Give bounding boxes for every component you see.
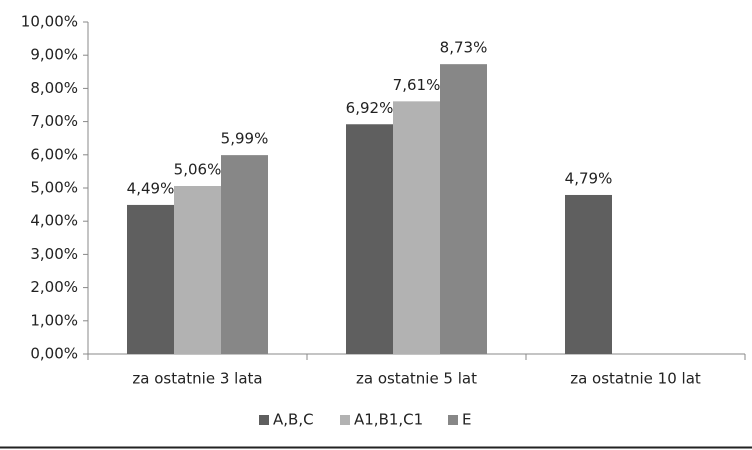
bar bbox=[346, 124, 393, 354]
y-tick-label: 3,00% bbox=[30, 245, 78, 263]
legend-label: E bbox=[462, 411, 471, 429]
y-tick-label: 5,00% bbox=[30, 179, 78, 197]
x-tick-label: za ostatnie 10 lat bbox=[570, 370, 701, 388]
bar bbox=[565, 194, 612, 354]
y-tick-label: 10,00% bbox=[21, 13, 78, 31]
legend-label: A1,B1,C1 bbox=[354, 411, 423, 429]
x-tick-label: za ostatnie 5 lat bbox=[356, 370, 477, 388]
y-tick-label: 6,00% bbox=[30, 145, 78, 163]
y-tick-label: 2,00% bbox=[30, 278, 78, 296]
y-tick-label: 4,00% bbox=[30, 212, 78, 230]
x-tick-label: za ostatnie 3 lata bbox=[132, 370, 262, 388]
value-label: 4,79% bbox=[565, 169, 613, 187]
y-tick-label: 1,00% bbox=[30, 311, 78, 329]
value-label: 4,49% bbox=[127, 179, 175, 197]
bar bbox=[393, 101, 440, 355]
value-label: 8,73% bbox=[440, 39, 488, 57]
legend-swatch bbox=[259, 415, 269, 425]
bar bbox=[127, 204, 174, 354]
value-label: 6,92% bbox=[346, 99, 394, 117]
y-tick-label: 0,00% bbox=[30, 345, 78, 363]
y-tick-label: 7,00% bbox=[30, 112, 78, 130]
y-tick-label: 9,00% bbox=[30, 46, 78, 64]
bar bbox=[221, 155, 268, 354]
bar bbox=[440, 64, 487, 354]
value-label: 5,06% bbox=[174, 161, 222, 179]
bar bbox=[174, 186, 221, 354]
legend-swatch bbox=[340, 415, 350, 425]
legend-label: A,B,C bbox=[273, 411, 314, 429]
legend-swatch bbox=[448, 415, 458, 425]
y-tick-label: 8,00% bbox=[30, 79, 78, 97]
value-label: 7,61% bbox=[393, 76, 441, 94]
value-label: 5,99% bbox=[221, 130, 269, 148]
